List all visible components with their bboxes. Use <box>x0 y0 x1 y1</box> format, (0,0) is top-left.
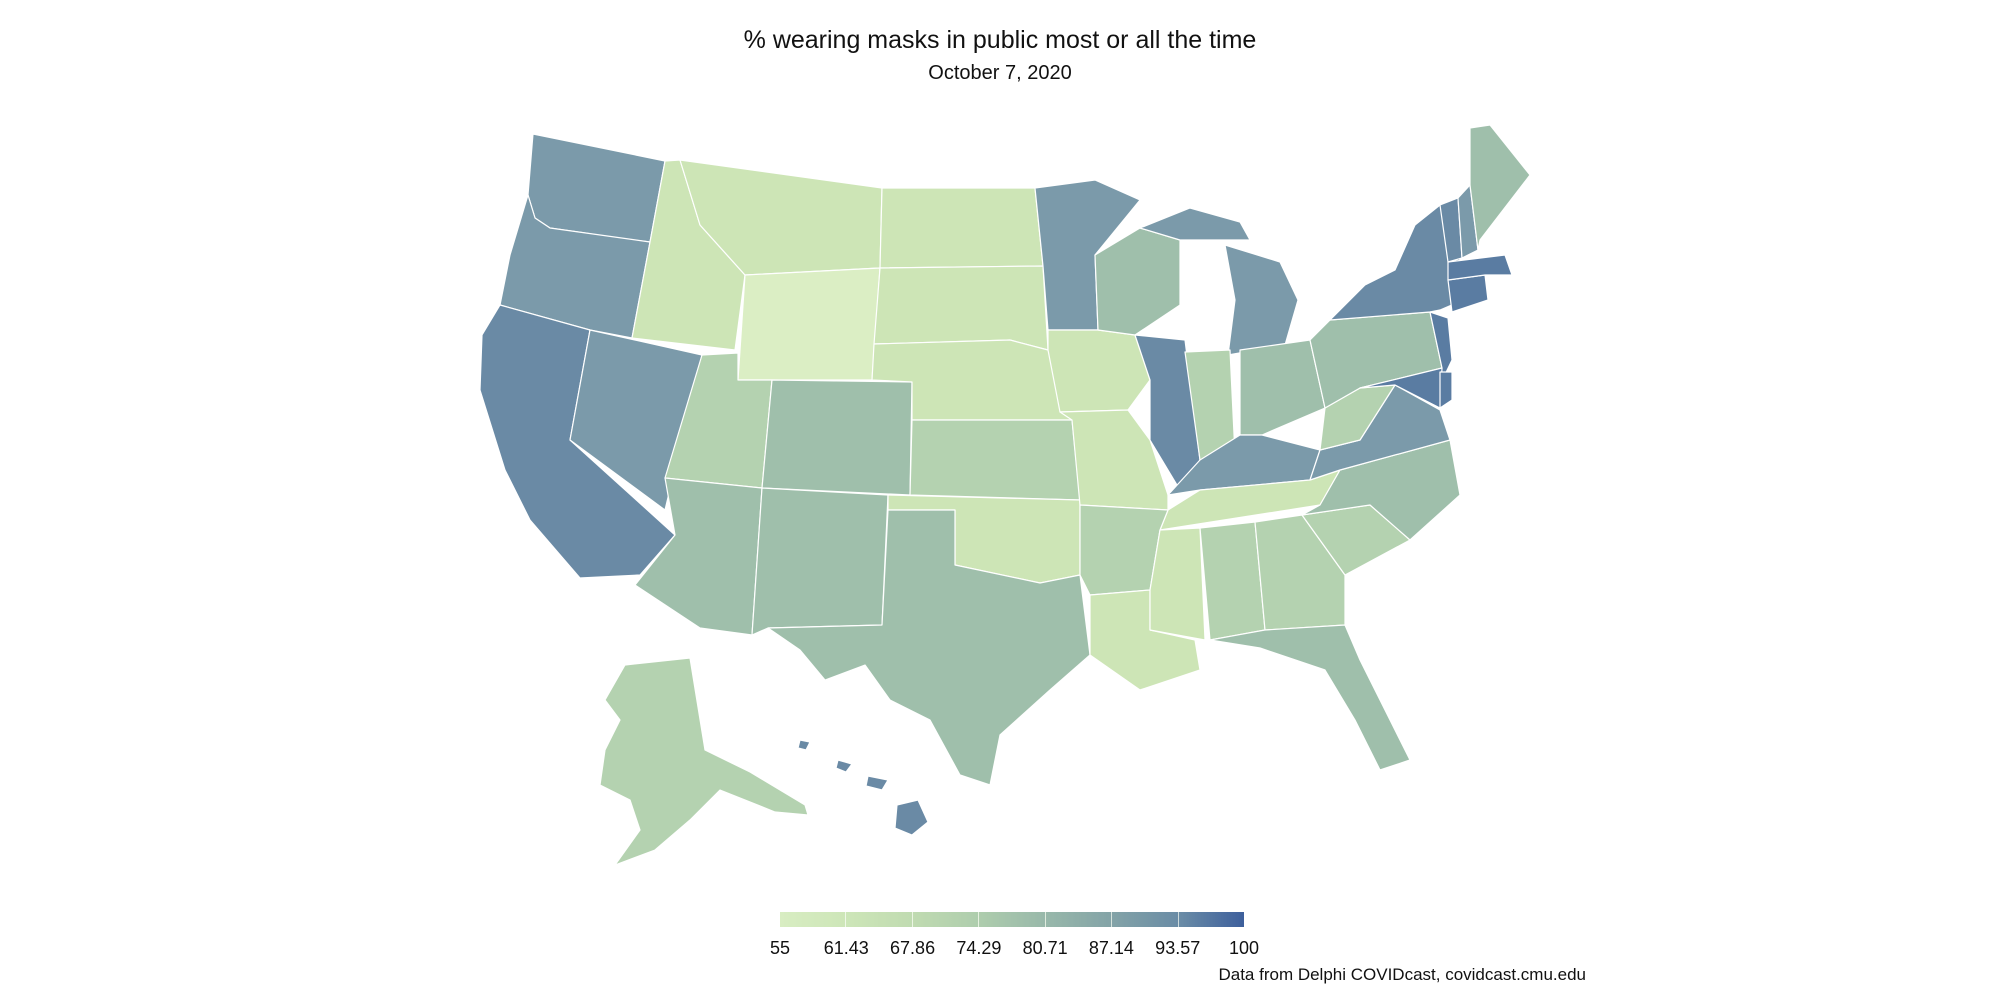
legend-labels: 55 61.43 67.86 74.29 80.71 87.14 93.57 1… <box>770 938 1259 962</box>
state-mississippi <box>1149 527 1206 641</box>
state-colorado <box>761 379 913 496</box>
state-north-carolina <box>1301 439 1461 541</box>
legend-swatch <box>1045 912 1113 927</box>
state-florida <box>1209 624 1411 771</box>
state-alaska <box>599 657 809 866</box>
state-washington <box>527 133 666 243</box>
state-massachusetts <box>1447 254 1513 281</box>
data-source-credit: Data from Delphi COVIDcast, covidcast.cm… <box>1218 965 1586 984</box>
legend-label: 100 <box>1228 938 1260 958</box>
state-alabama <box>1199 521 1266 641</box>
legend-swatch <box>1178 912 1244 927</box>
state-michigan-upper <box>1139 207 1251 241</box>
state-hawaii <box>894 799 929 836</box>
state-north-dakota <box>879 187 1044 269</box>
state-michigan <box>1224 244 1299 356</box>
legend-swatch <box>780 912 847 927</box>
map-subtitle: October 7, 2020 <box>928 62 1072 84</box>
legend-swatch <box>979 912 1046 927</box>
legend-label: 87.14 <box>1088 938 1134 958</box>
state-hawaii-islands <box>797 739 889 791</box>
state-missouri <box>1059 409 1169 511</box>
legend-swatch <box>912 912 980 927</box>
state-new-mexico <box>751 487 889 636</box>
state-maine <box>1469 124 1531 251</box>
state-kansas <box>909 419 1081 501</box>
legend-label: 55 <box>769 938 791 958</box>
legend-swatch <box>846 912 913 927</box>
state-south-dakota <box>873 265 1049 351</box>
state-texas <box>767 509 1091 786</box>
state-iowa <box>1047 329 1151 413</box>
legend-label: 93.57 <box>1155 938 1201 958</box>
state-connecticut <box>1447 274 1489 313</box>
legend-label: 67.86 <box>890 938 936 958</box>
state-wisconsin <box>1094 227 1181 336</box>
state-ohio <box>1239 339 1326 436</box>
map-title: % wearing masks in public most or all th… <box>743 26 1257 54</box>
legend-label: 74.29 <box>956 938 1002 958</box>
legend-swatch <box>1112 912 1179 927</box>
state-delaware <box>1439 371 1453 409</box>
legend-color-bar <box>780 912 1244 927</box>
legend-label: 80.71 <box>1022 938 1068 958</box>
legend-label: 61.43 <box>823 938 869 958</box>
state-wyoming <box>737 267 881 381</box>
